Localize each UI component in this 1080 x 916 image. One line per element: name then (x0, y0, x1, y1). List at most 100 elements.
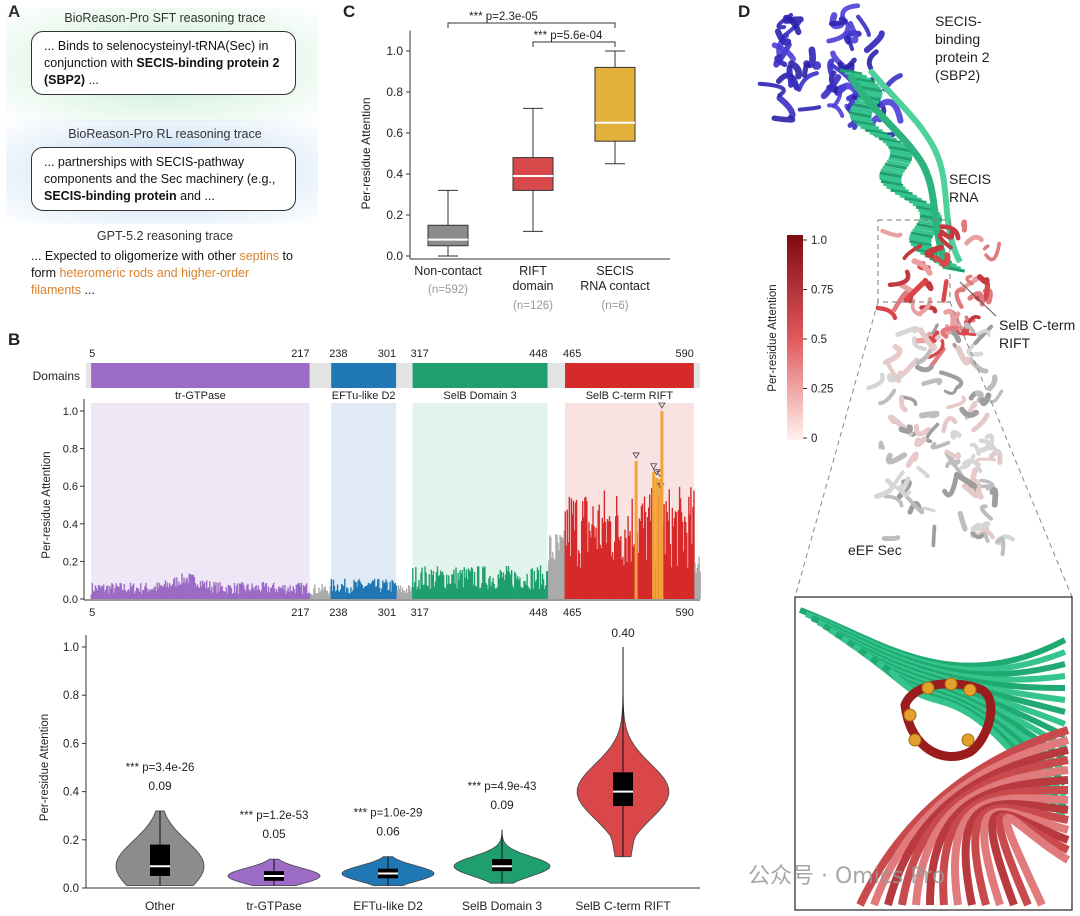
residue-bar (175, 586, 177, 599)
residue-bar (418, 579, 420, 599)
sbp2-ribbon (845, 34, 855, 52)
residue-bar (311, 594, 313, 599)
residue-bar (115, 583, 117, 599)
residue-bar (623, 565, 625, 599)
eefsec-ribbon (989, 487, 999, 508)
residue-bar (530, 569, 532, 599)
eefsec-ribbon (959, 406, 979, 418)
residue-bar (639, 520, 642, 599)
bar-y-tick-label: 0.4 (63, 519, 78, 531)
residue-bar (585, 496, 587, 599)
residue-bar (579, 567, 582, 599)
residue-bar (487, 588, 489, 599)
residue-bar (595, 527, 597, 599)
residue-bar (297, 583, 300, 599)
residue-bar (420, 572, 422, 599)
eefsec-ribbon (995, 536, 1006, 556)
domain-boundary-top: 465 (563, 348, 581, 360)
residue-bar (603, 490, 606, 599)
residue-bar (517, 576, 519, 599)
residue-bar (280, 587, 282, 599)
residue-bar (407, 585, 410, 599)
residue-bar (567, 542, 569, 599)
residue-bar (340, 583, 343, 599)
eefsec-ribbon (878, 388, 897, 406)
residue-bar (236, 583, 239, 599)
residue-bar (451, 574, 453, 599)
residue-bar (499, 569, 502, 599)
residue-bar (193, 576, 196, 599)
residue-bar (93, 591, 96, 599)
rift-ribbon (941, 252, 951, 267)
residue-bar (694, 562, 696, 599)
secis-contact-bar (634, 460, 638, 599)
residue-bar (299, 585, 302, 599)
secis-rna-strand (886, 159, 910, 167)
sbp2-ribbon (771, 42, 796, 62)
residue-bar (575, 499, 578, 599)
domain-shade-2 (412, 403, 548, 599)
rift-ribbon (911, 258, 933, 276)
residue-bar (153, 587, 155, 599)
rift-ribbon (937, 232, 953, 250)
panel-b-letter: B (8, 330, 21, 349)
residue-bar (629, 531, 631, 599)
inset-rift-loop (900, 679, 996, 761)
residue-bar (592, 506, 594, 599)
residue-bar (232, 592, 235, 599)
secis-rna-strand (912, 228, 935, 236)
residue-bar (535, 579, 538, 599)
residue-bar (261, 582, 264, 599)
eefsec-ribbon (971, 412, 990, 433)
residue-bar (158, 582, 161, 599)
residue-bar (508, 572, 511, 599)
secis-rna-strand (890, 188, 913, 196)
residue-bar (106, 585, 108, 599)
residue-bar (612, 559, 615, 599)
residue-bar (235, 585, 238, 599)
residue-bar (145, 582, 147, 599)
residue-bar (622, 556, 624, 599)
residue-bar (591, 524, 593, 599)
residue-bar (372, 580, 375, 599)
eefsec-ribbon (944, 449, 962, 460)
domain-block-2 (412, 363, 548, 388)
secis-rna-strand (852, 77, 876, 85)
eefsec-label: eEF Sec (848, 542, 902, 558)
residue-bar (221, 585, 223, 599)
rift-ribbon (924, 244, 944, 259)
sbp2-ribbon (828, 16, 848, 27)
domain-shade-0 (91, 403, 310, 599)
bar-y-tick-label: 0.6 (63, 481, 78, 493)
residue-bar (521, 587, 523, 599)
y-tick-label: 1.0 (386, 44, 403, 58)
residue-bar (456, 588, 458, 599)
residue-bar (620, 536, 622, 599)
residue-bar (227, 584, 230, 599)
group-n: (n=6) (601, 300, 628, 312)
residue-bar (541, 573, 544, 599)
residue-bar (396, 590, 398, 599)
residue-bar (549, 535, 551, 599)
residue-bar (278, 586, 280, 599)
eefsec-ribbon (878, 440, 885, 450)
residue-bar (247, 583, 249, 599)
residue-bar (352, 589, 354, 599)
residue-bar (513, 588, 515, 599)
residue-bar (218, 591, 220, 599)
residue-bar (343, 586, 345, 599)
residue-bar (274, 588, 276, 599)
domain-boundary-top: 448 (529, 348, 547, 360)
residue-bar (304, 585, 307, 599)
secis-rna-strand (880, 179, 904, 187)
residue-bar (642, 528, 645, 599)
residue-bar (621, 559, 623, 599)
rl-trace-title: BioReason-Pro RL reasoning trace (68, 127, 262, 141)
y-tick-label: 0.4 (386, 167, 403, 181)
residue-bar (538, 589, 541, 599)
residue-bar (688, 496, 690, 599)
residue-bar (643, 496, 646, 599)
residue-bar (350, 587, 352, 599)
residue-bar (468, 570, 471, 599)
residue-bar (438, 575, 441, 599)
